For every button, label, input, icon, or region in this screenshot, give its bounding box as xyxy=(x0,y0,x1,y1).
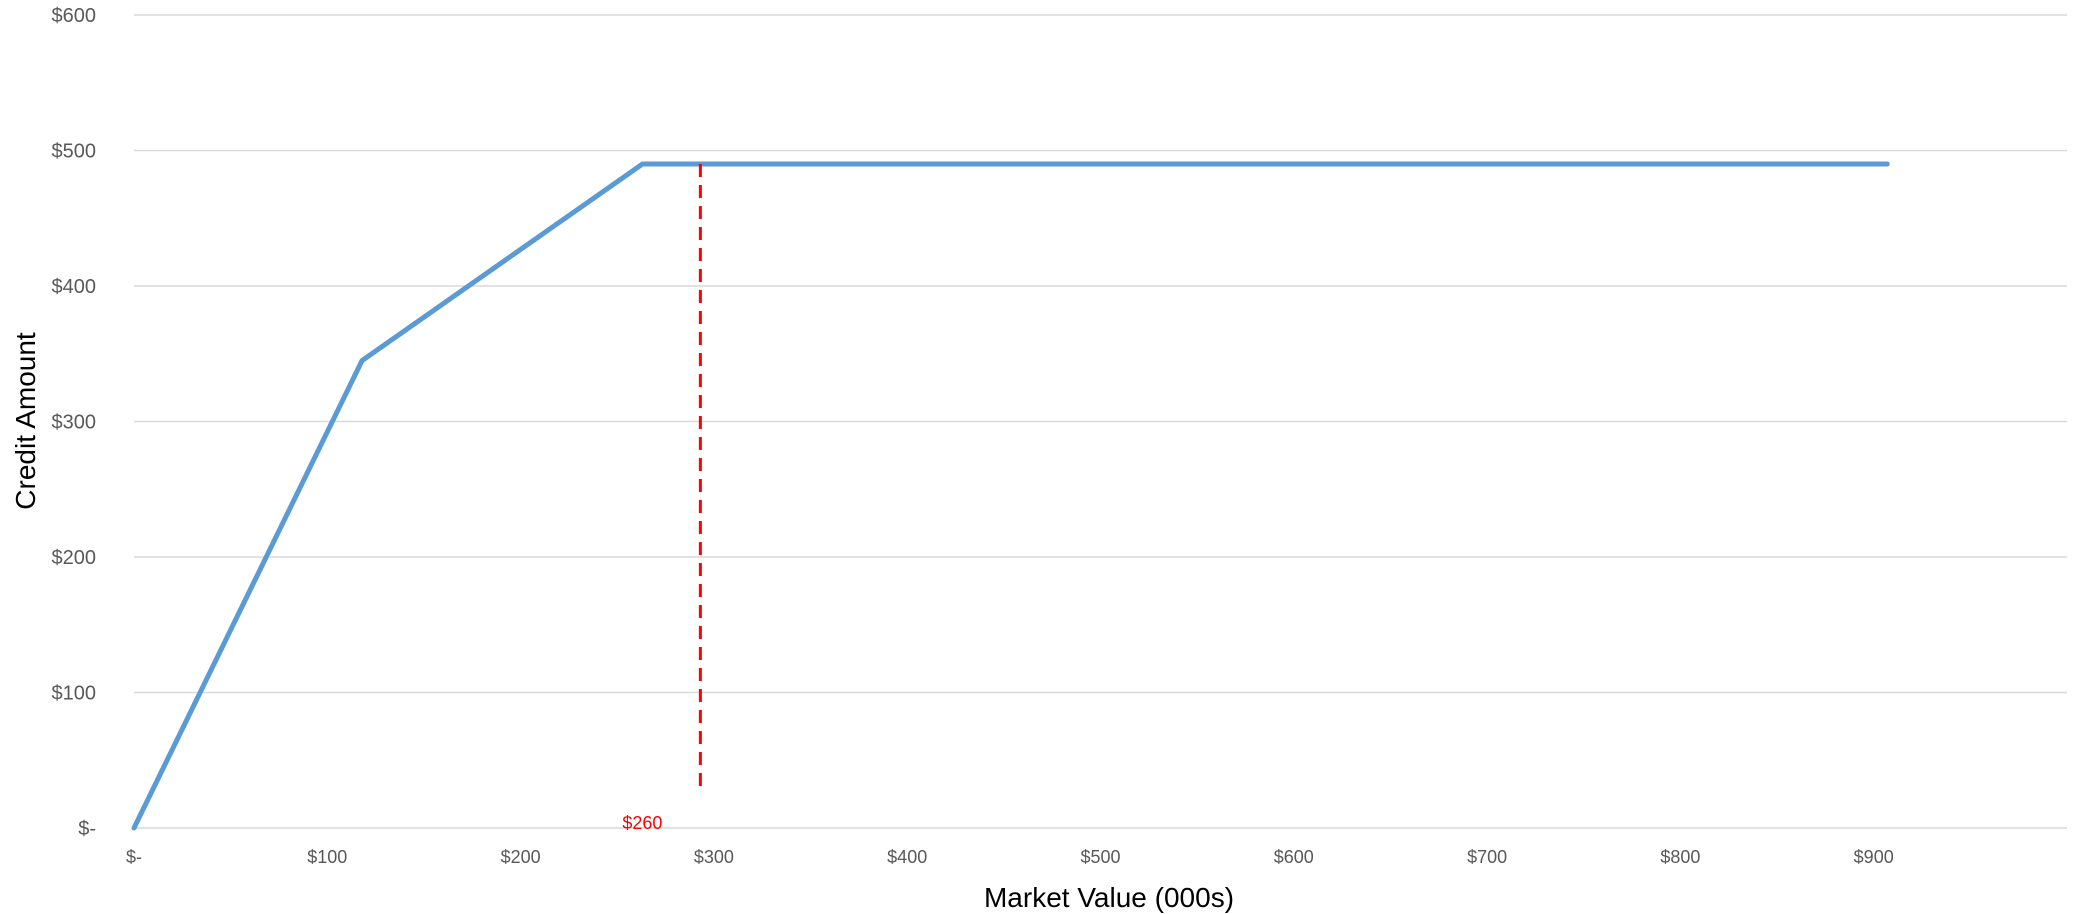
y-axis-ticks: $- $100 $200 $300 $400 $500 $600 xyxy=(52,5,97,840)
y-tick-label: $300 xyxy=(52,412,97,434)
y-tick-label: $200 xyxy=(52,547,97,569)
y-tick-label: $600 xyxy=(52,5,97,27)
series-line-0 xyxy=(131,161,1890,831)
y-axis-title: Credit Amount xyxy=(10,332,41,510)
x-tick-label: $100 xyxy=(307,847,347,867)
x-tick-label: $900 xyxy=(1854,847,1894,867)
x-tick-label: $800 xyxy=(1660,847,1700,867)
series-group xyxy=(131,161,1890,831)
x-tick-label: $400 xyxy=(887,847,927,867)
y-tick-label: $400 xyxy=(52,276,97,298)
threshold-label: $260 xyxy=(622,813,662,833)
y-tick-label: $- xyxy=(78,818,96,840)
annotations: $260 xyxy=(622,164,702,833)
y-tick-label: $100 xyxy=(52,683,97,705)
y-tick-label: $500 xyxy=(52,141,97,163)
x-axis-title: Market Value (000s) xyxy=(984,882,1234,913)
x-tick-label: $700 xyxy=(1467,847,1507,867)
x-axis-ticks: $- $100 $200 $300 $400 $500 $600 $700 $800 $900 xyxy=(126,847,1894,867)
gridlines xyxy=(134,14,2067,829)
x-tick-label: $200 xyxy=(501,847,541,867)
x-tick-label: $300 xyxy=(694,847,734,867)
x-tick-label: $- xyxy=(126,847,142,867)
x-tick-label: $500 xyxy=(1080,847,1120,867)
x-tick-label: $600 xyxy=(1274,847,1314,867)
